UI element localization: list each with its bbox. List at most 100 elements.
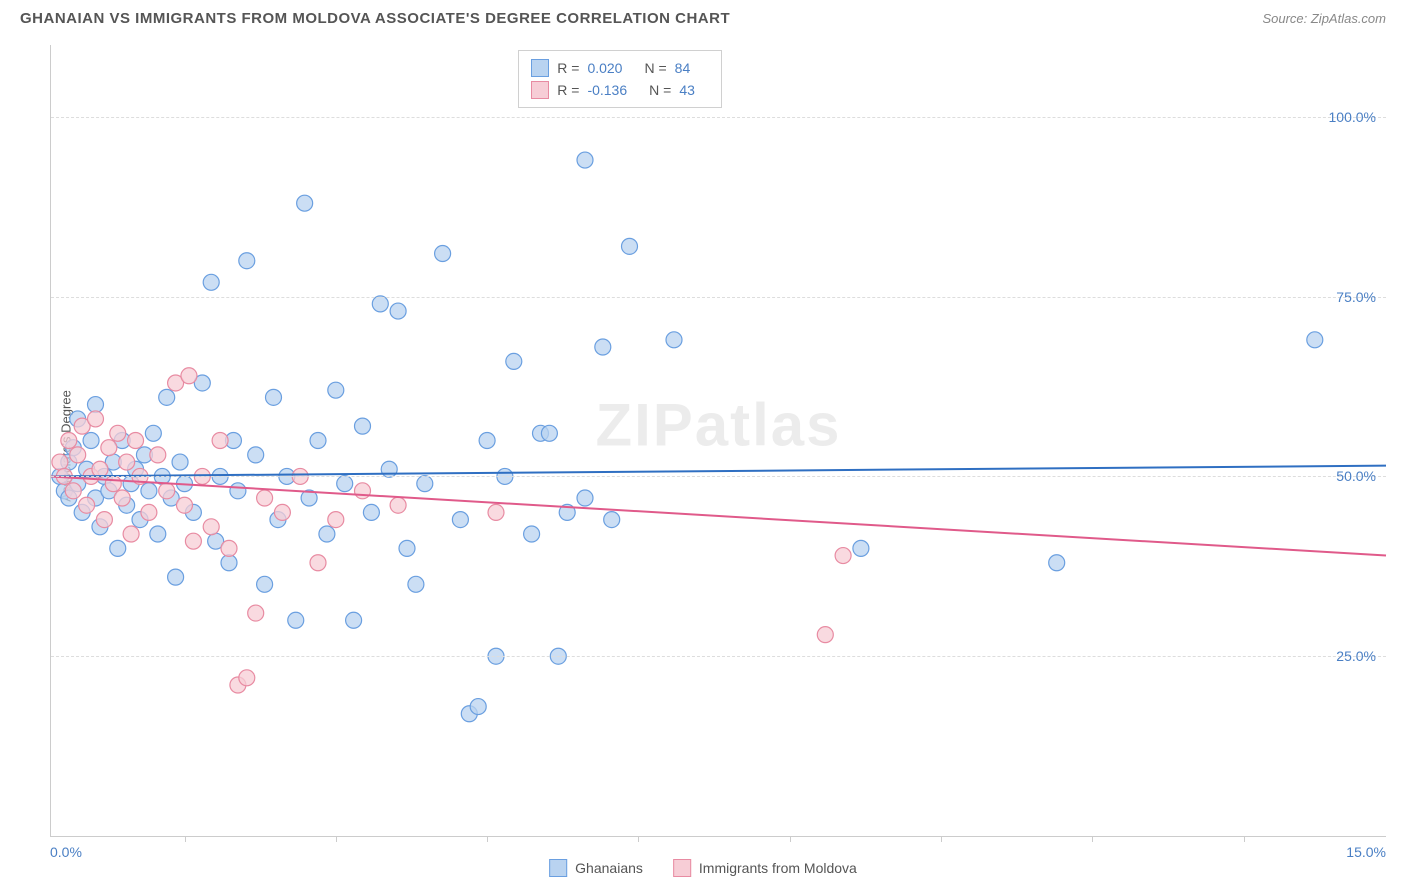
data-point [88,397,104,413]
legend-swatch [673,859,691,877]
data-point [92,461,108,477]
data-point [230,483,246,499]
data-point [381,461,397,477]
data-point [257,576,273,592]
data-point [417,476,433,492]
data-point [181,368,197,384]
data-point [604,512,620,528]
chart-title: GHANAIAN VS IMMIGRANTS FROM MOLDOVA ASSO… [20,10,730,27]
data-point [248,605,264,621]
data-point [288,612,304,628]
data-point [119,454,135,470]
x-tick [638,836,639,842]
data-point [297,195,313,211]
data-point [524,526,540,542]
data-point [835,548,851,564]
x-tick [185,836,186,842]
x-tick [790,836,791,842]
data-point [114,490,130,506]
y-tick-label: 50.0% [1336,468,1376,484]
data-point [70,447,86,463]
data-point [372,296,388,312]
data-point [65,483,81,499]
y-tick-label: 100.0% [1329,109,1376,125]
data-point [159,389,175,405]
data-point [110,425,126,441]
data-point [310,433,326,449]
legend-series-label: Ghanaians [575,860,643,876]
x-tick [487,836,488,842]
data-point [177,497,193,513]
data-point [150,526,166,542]
data-point [408,576,424,592]
x-axis-max-label: 15.0% [1346,844,1386,860]
data-point [203,519,219,535]
gridline [51,117,1386,118]
data-point [488,504,504,520]
x-tick [1244,836,1245,842]
data-point [212,433,228,449]
gridline [51,476,1386,477]
data-point [274,504,290,520]
data-point [337,476,353,492]
source-name: ZipAtlas.com [1311,11,1386,26]
data-point [257,490,273,506]
x-tick [1092,836,1093,842]
data-point [88,411,104,427]
data-point [506,353,522,369]
data-point [310,555,326,571]
gridline [51,297,1386,298]
series-legend: Ghanaians Immigrants from Moldova [549,859,857,877]
legend-series-item: Immigrants from Moldova [673,859,857,877]
legend-series-label: Immigrants from Moldova [699,860,857,876]
data-point [221,555,237,571]
source-prefix: Source: [1262,11,1310,26]
data-point [248,447,264,463]
data-point [595,339,611,355]
data-point [577,152,593,168]
data-point [435,246,451,262]
data-point [622,238,638,254]
x-tick [336,836,337,842]
data-point [817,627,833,643]
data-point [203,274,219,290]
data-point [1307,332,1323,348]
scatter-plot-svg [51,45,1386,836]
data-point [1049,555,1065,571]
data-point [328,382,344,398]
y-tick-label: 75.0% [1336,289,1376,305]
data-point [150,447,166,463]
trend-line [51,476,1386,555]
data-point [479,433,495,449]
x-axis-min-label: 0.0% [50,844,82,860]
data-point [346,612,362,628]
gridline [51,656,1386,657]
data-point [128,433,144,449]
data-point [239,253,255,269]
data-point [452,512,468,528]
data-point [172,454,188,470]
legend-swatch [549,859,567,877]
y-tick-label: 25.0% [1336,648,1376,664]
data-point [145,425,161,441]
data-point [355,483,371,499]
data-point [319,526,335,542]
data-point [83,433,99,449]
data-point [110,540,126,556]
chart-plot-area: ZIPatlas R =0.020N =84R =-0.136N =43 25.… [50,45,1386,837]
data-point [221,540,237,556]
data-point [96,512,112,528]
x-tick [941,836,942,842]
source-attribution: Source: ZipAtlas.com [1262,11,1386,26]
data-point [105,476,121,492]
data-point [666,332,682,348]
data-point [185,533,201,549]
data-point [853,540,869,556]
data-point [79,497,95,513]
data-point [390,497,406,513]
data-point [577,490,593,506]
legend-series-item: Ghanaians [549,859,643,877]
data-point [363,504,379,520]
data-point [159,483,175,499]
data-point [239,670,255,686]
